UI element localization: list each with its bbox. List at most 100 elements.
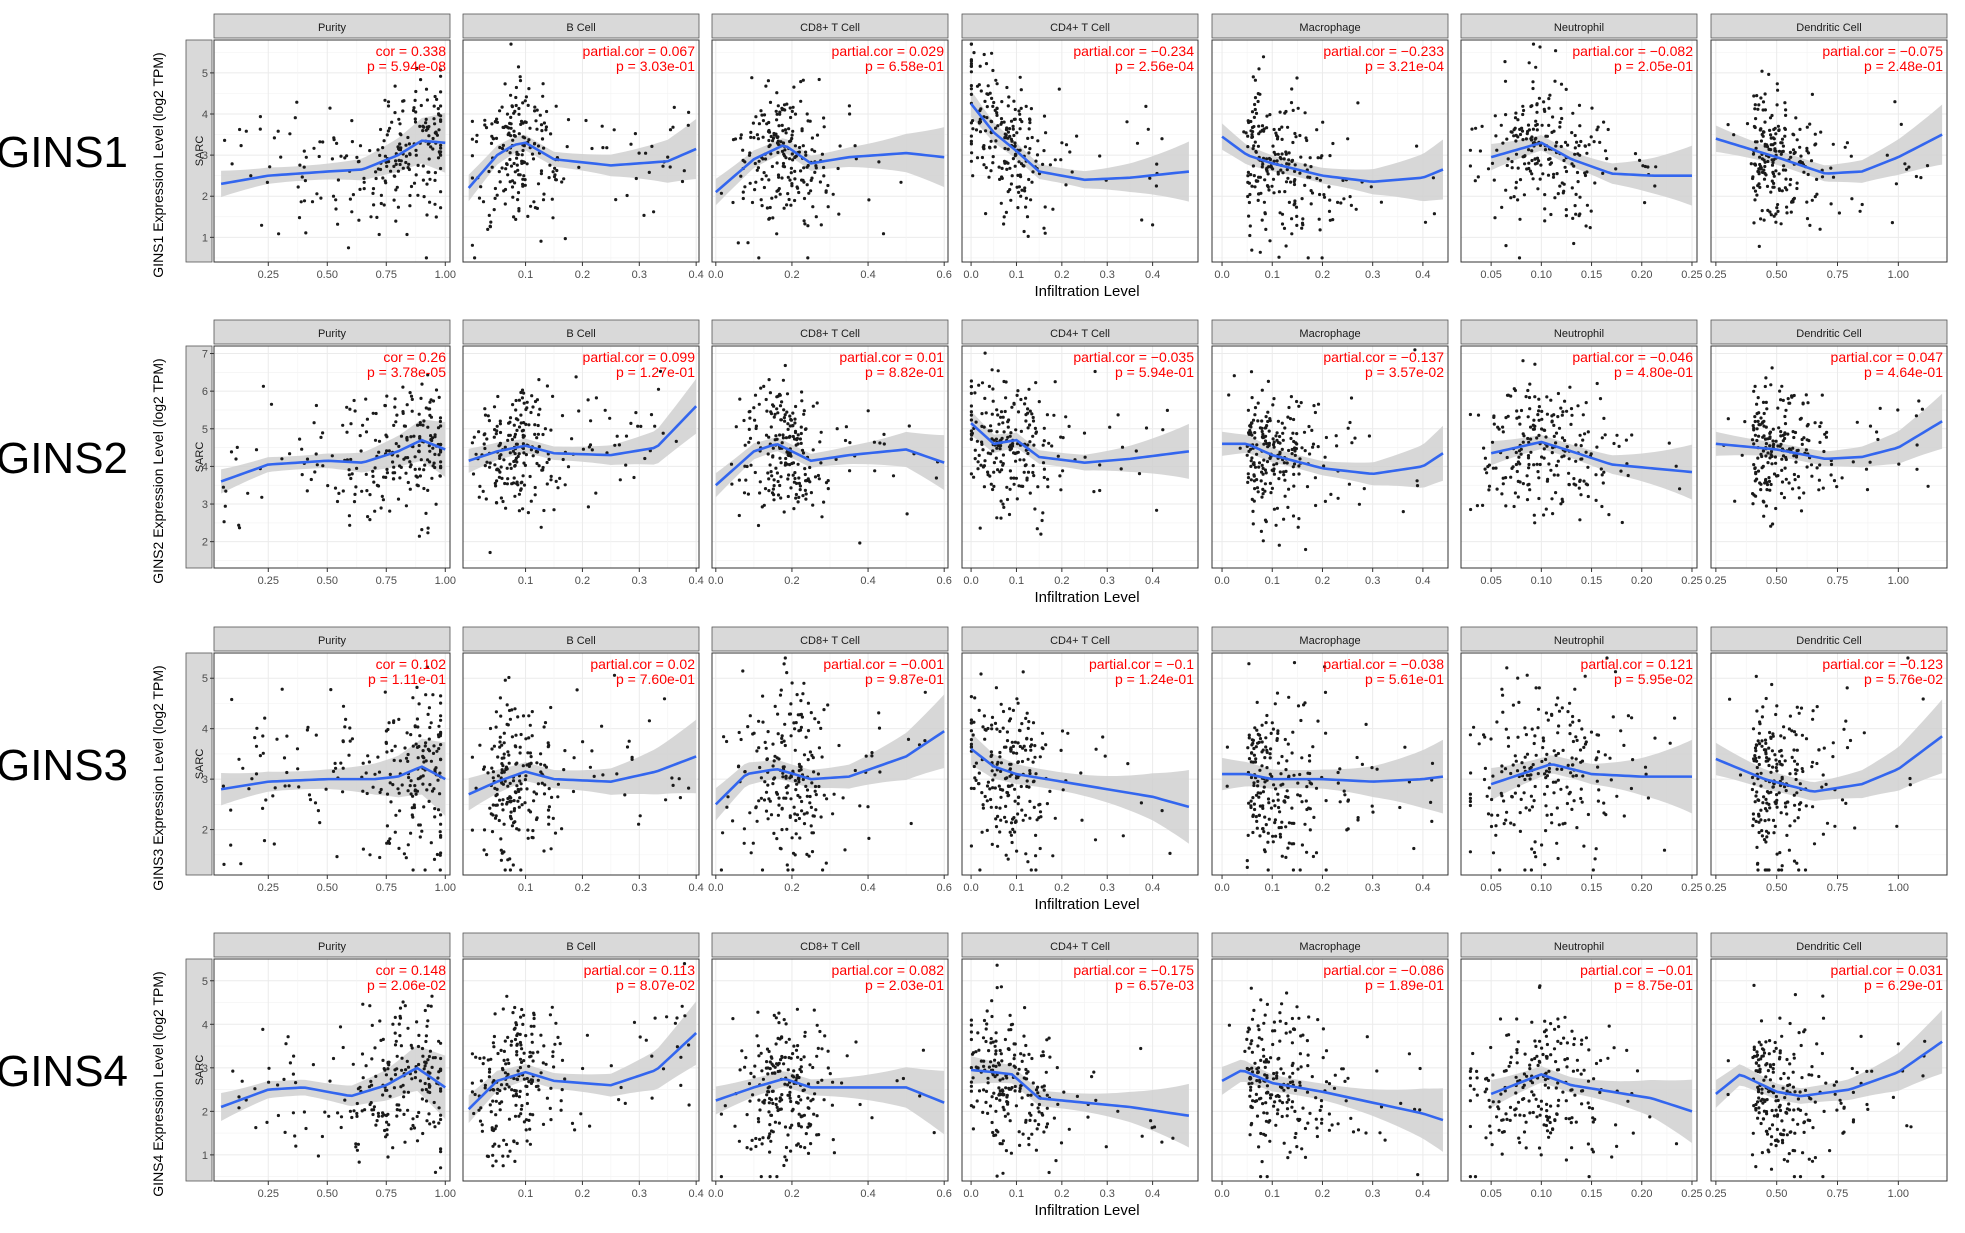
facet-strip-label: CD4+ T Cell [1050,328,1110,340]
data-point [426,712,430,717]
x-tick-label: 0.4 [860,575,875,587]
data-point [1290,842,1294,846]
data-point [1284,244,1288,248]
data-point [535,436,539,440]
data-point [671,125,675,129]
data-point [969,87,974,91]
data-point [998,729,1002,734]
data-point [545,460,549,465]
data-point [422,486,426,491]
data-point [1562,158,1566,163]
data-point [775,161,779,165]
data-point [489,141,494,145]
data-point [1529,425,1533,429]
data-point [479,185,483,189]
data-point [971,733,975,737]
data-point [969,413,974,417]
data-point [1753,433,1757,437]
data-point [1601,481,1605,485]
correlation-label: partial.cor = 0.047 [1831,349,1944,365]
data-point [550,795,554,800]
data-point [388,509,392,513]
data-point [1538,45,1542,49]
data-point [1533,521,1537,525]
data-point [396,497,401,501]
data-point [551,170,555,174]
data-point [314,733,318,737]
data-point [647,719,652,723]
data-point [1031,419,1036,423]
data-point [1764,173,1768,177]
data-point [1552,473,1556,477]
data-point [1253,436,1257,440]
data-point [1003,815,1007,820]
data-point [1813,143,1817,147]
data-point [790,182,794,186]
data-point [545,384,550,388]
data-point [798,488,802,492]
data-point [1252,463,1256,467]
data-point [1520,129,1525,133]
data-point [268,165,272,169]
data-point [426,142,430,146]
data-point [668,165,672,169]
data-point [1247,181,1251,185]
data-point [1342,789,1346,793]
data-point [512,459,516,464]
data-point [1273,152,1277,156]
data-point [530,734,534,738]
data-point [999,516,1003,520]
data-point [516,198,520,202]
x-tick-label: 0.4 [1145,882,1160,894]
data-point [1572,482,1576,486]
data-point [784,785,788,790]
data-point [996,844,1000,848]
data-point [773,412,777,416]
data-point [1753,162,1757,166]
data-point [334,198,338,202]
data-point [1260,388,1264,392]
data-point [437,747,441,751]
data-point [1893,100,1897,104]
data-point [1046,485,1050,489]
data-point [408,204,412,208]
data-point [530,835,534,840]
data-point [549,847,553,851]
data-point [525,162,529,166]
data-point [425,213,429,217]
data-point [775,471,780,475]
data-point [1246,472,1250,476]
data-point [1805,465,1809,469]
data-point [757,122,762,126]
data-point [779,847,783,851]
data-point [1053,380,1057,384]
data-point [511,195,515,199]
data-point [992,484,996,488]
data-point [969,418,974,422]
data-point [1764,442,1768,446]
data-point [1287,200,1291,204]
data-point [409,394,414,398]
data-point [1232,374,1236,378]
data-point [221,485,225,489]
data-point [1266,445,1270,449]
data-point [1251,418,1256,422]
data-point [1255,443,1259,447]
data-point [1899,122,1903,126]
data-point [643,456,647,461]
data-point [423,744,427,748]
data-point [809,805,814,810]
data-point [519,782,523,786]
data-point [1544,134,1548,138]
data-point [837,743,841,748]
data-point [1564,87,1568,91]
data-point [1328,218,1332,222]
data-point [1917,399,1921,403]
y-tick-label: 7 [202,349,208,361]
data-point [1554,144,1558,148]
data-point [1903,162,1907,166]
data-point [1018,458,1022,462]
data-point [1010,740,1014,744]
data-point [517,425,522,429]
data-point [535,461,539,466]
